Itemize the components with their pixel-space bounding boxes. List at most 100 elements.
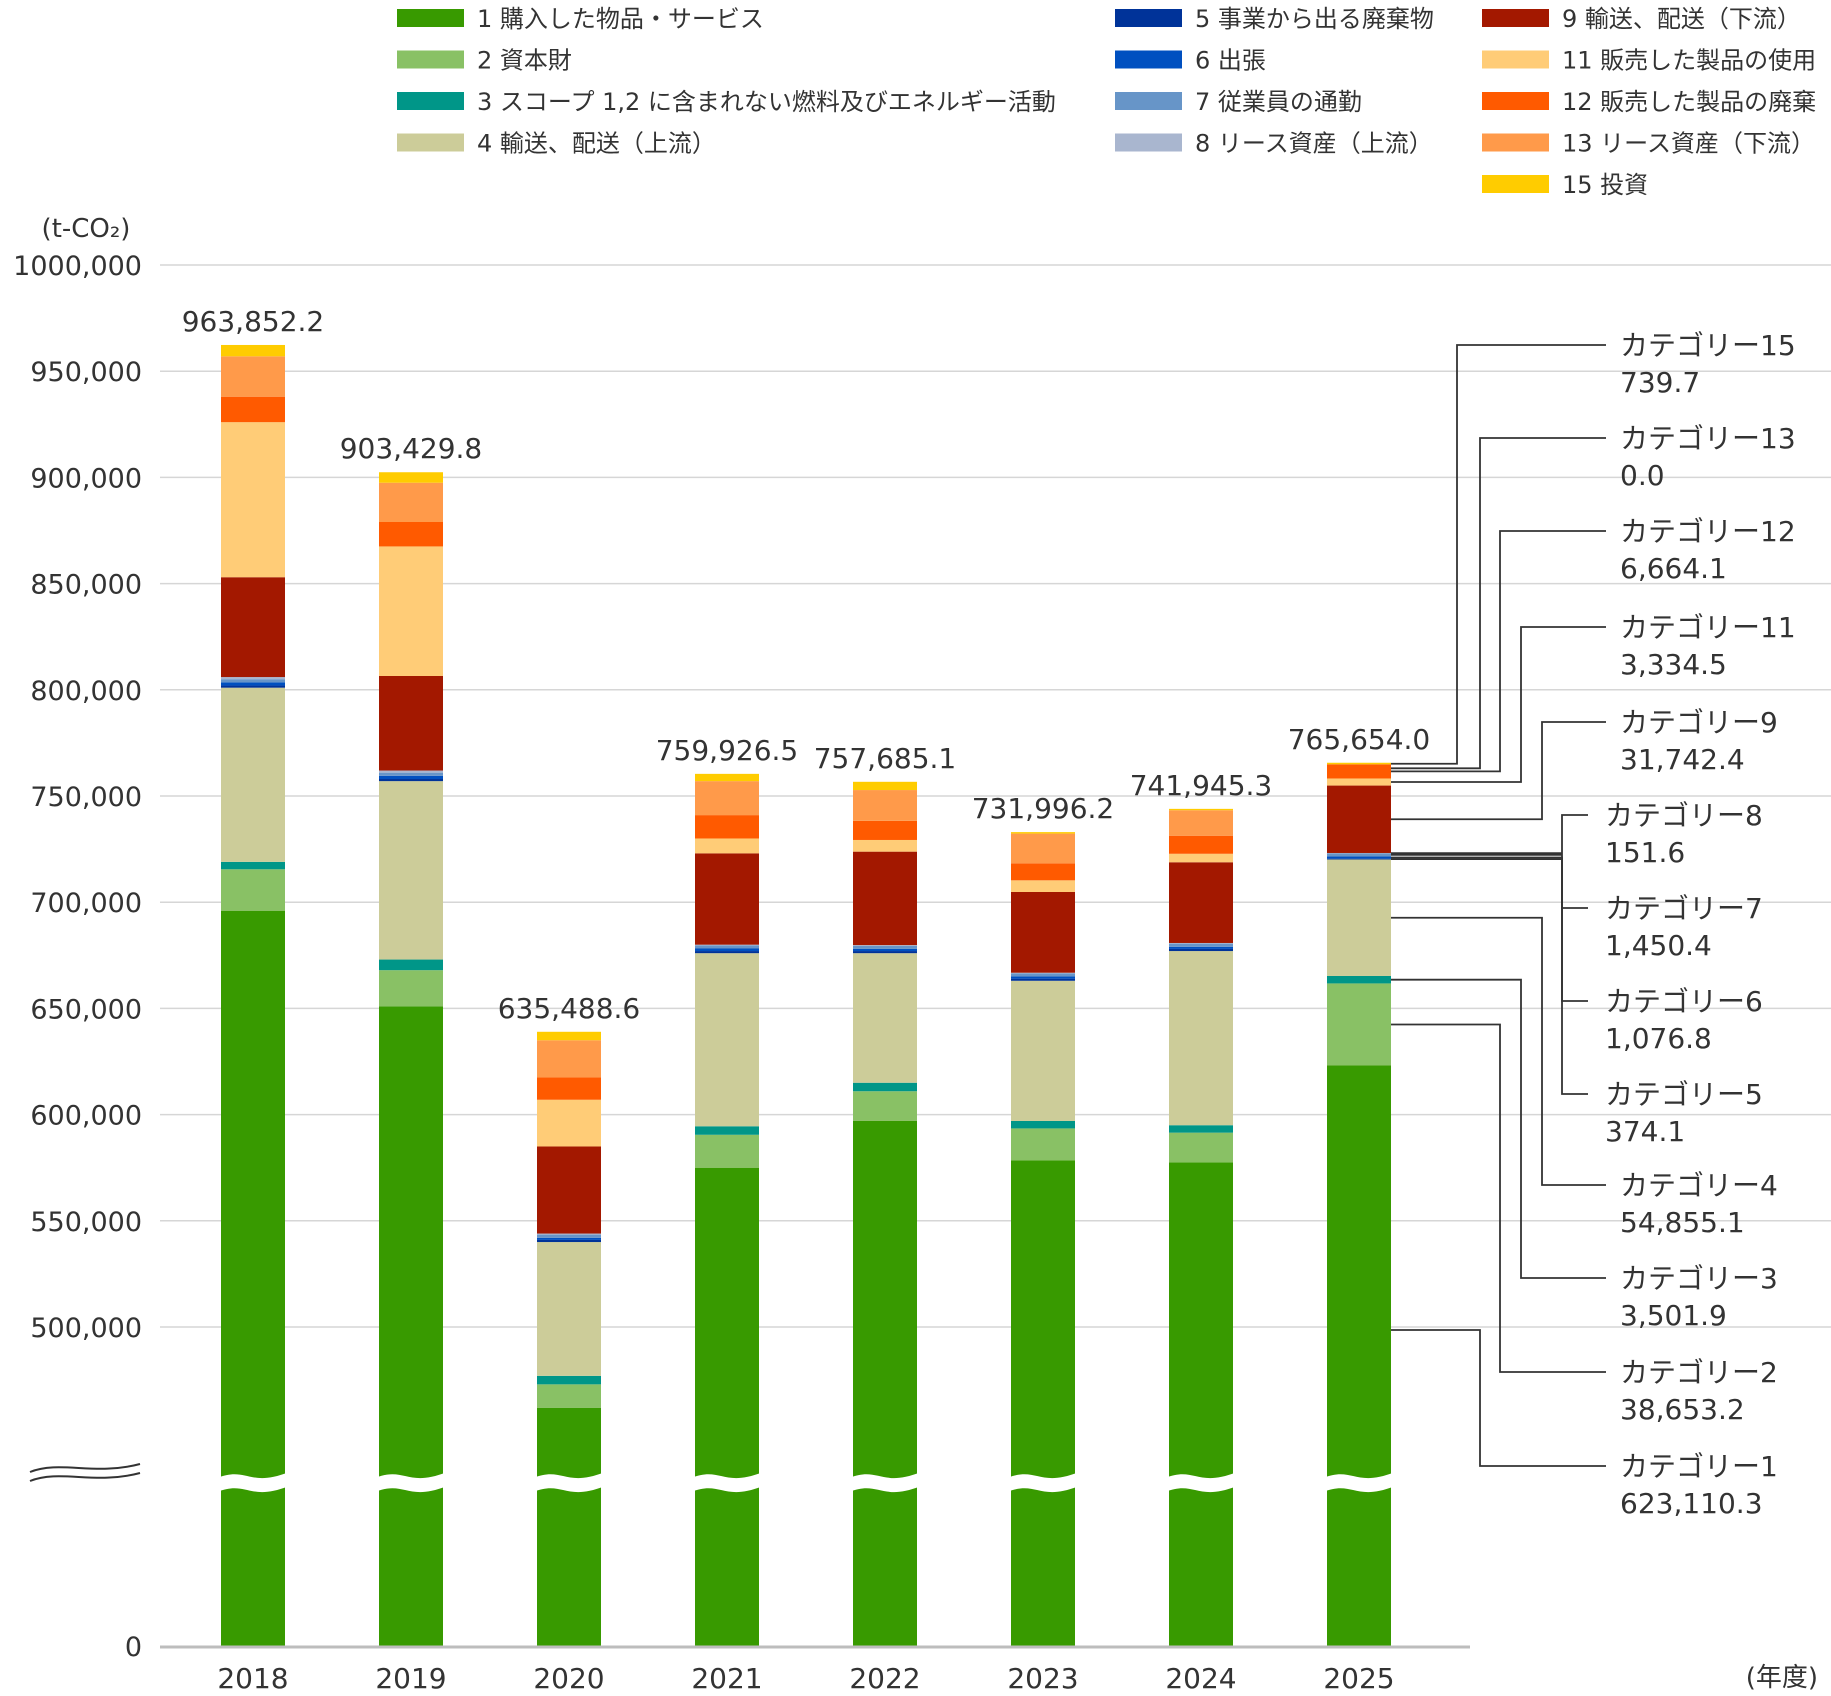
bar-segment-c3-2024 [1169,1125,1233,1133]
y-unit-label: (t-CO₂) [42,214,131,244]
y-tick-label: 850,000 [30,570,142,601]
bar-segment-c11-2019 [379,546,443,676]
bar-segment-c8-2024 [1169,942,1233,944]
callout-leader-c1 [1391,1329,1606,1467]
callout-value-c6: 1,076.8 [1605,1022,1712,1055]
axis-break-gap [1007,1472,1079,1493]
callout-value-c5: 374.1 [1605,1115,1685,1148]
axis-break-gap [217,1472,289,1493]
bar-segment-c13-2018 [221,356,285,397]
legend-swatch-c5 [1115,9,1182,27]
legend-label-c5: 5 事業から出る廃棄物 [1195,5,1434,33]
callouts: カテゴリー15 739.7 カテゴリー13 0.0 カテゴリー12 6,664.1 カテゴリ… [1391,329,1796,1520]
x-tick-label: 2018 [217,1662,288,1695]
axis-break-gap [691,1472,763,1493]
bar-segment-c12-2018 [221,396,285,423]
axis-break-mark [29,1463,141,1473]
bar-total-label: 731,996.2 [972,792,1115,825]
y-tick-label: 900,000 [30,463,142,494]
bar-segment-c15-2018 [221,344,285,357]
bar-segment-c7-2025 [1327,853,1391,857]
bar-segment-c15-2024 [1169,808,1233,811]
callout-leader-c8 [1391,814,1588,855]
callout-leader-c12 [1391,530,1606,773]
callout-value-c4: 54,855.1 [1620,1206,1745,1239]
bar-segment-c15-2019 [379,472,443,483]
axis-break-gap [849,1472,921,1493]
legend-swatch-c9 [1482,9,1549,27]
callout-label-c1: カテゴリー1 [1620,1450,1778,1483]
legend-label-c11: 11 販売した製品の使用 [1562,47,1816,75]
bar-segment-c6-2018 [221,682,285,686]
bar-segment-c1-2021 [695,1167,759,1646]
callout-value-c2: 38,653.2 [1620,1393,1745,1426]
legend-swatch-c12 [1482,92,1549,110]
bar-segment-c5-2018 [221,685,285,688]
bar-total-label: 903,429.8 [340,432,483,465]
legend-swatch-c8 [1115,133,1182,152]
legend-label-c3: 3 スコープ 1,2 に含まれない燃料及びエネルギー活動 [477,88,1056,116]
bar-segment-c3-2020 [537,1375,601,1385]
y-tick-label: 800,000 [30,676,142,707]
bar-segment-c7-2024 [1169,943,1233,947]
axis-break-mark [29,1472,141,1482]
legend-label-c6: 6 出張 [1195,47,1266,75]
y-tick-label: 500,000 [30,1313,142,1344]
bar-segment-c2-2019 [379,970,443,1007]
bar-segment-c1-2020 [537,1407,601,1646]
bar-segment-c4-2025 [1327,859,1391,976]
y-tick-label: 1000,000 [13,251,142,282]
axes: 1000,000 950,000 900,000 850,000 800,000 750,… [13,214,1818,1695]
bar-segment-c12-2024 [1169,835,1233,854]
legend-label-c9: 9 輸送、配送（下流） [1562,5,1801,33]
bar-segment-c4-2021 [695,953,759,1127]
x-tick-label: 2021 [691,1662,762,1695]
bar-segment-c4-2019 [379,781,443,960]
legend-swatch-c2 [397,50,464,69]
bar-segment-c6-2025 [1327,856,1391,859]
bar-segment-c9-2022 [853,851,917,946]
bar-segment-c12-2020 [537,1077,601,1100]
legend-swatch-c7 [1115,92,1182,110]
callout-label-c3: カテゴリー3 [1620,1262,1778,1295]
callout-label-c5: カテゴリー5 [1605,1078,1763,1111]
callout-value-c13: 0.0 [1620,459,1665,492]
bar-segment-c13-2021 [695,781,759,816]
y-tick-label: 750,000 [30,782,142,813]
bar-segment-c2-2023 [1011,1128,1075,1161]
bar-segment-c5-2024 [1169,948,1233,952]
bar-segment-c8-2025 [1327,852,1391,854]
callout-value-c11: 3,334.5 [1620,648,1727,681]
bar-segment-c8-2022 [853,945,917,946]
bar-segment-c5-2019 [379,779,443,782]
bar-total-label: 757,685.1 [814,742,957,775]
callout-label-c15: カテゴリー15 [1620,329,1796,362]
callout-label-c11: カテゴリー11 [1620,611,1796,644]
callout-label-c9: カテゴリー9 [1620,706,1778,739]
axis-break-gap [533,1472,605,1493]
bar-segment-c4-2023 [1011,980,1075,1121]
x-tick-label: 2025 [1323,1662,1394,1695]
bar-segment-c5-2025 [1327,858,1391,860]
x-unit-label: (年度) [1746,1663,1818,1693]
callout-label-c7: カテゴリー7 [1605,892,1763,925]
axis-break-gap [375,1472,447,1493]
x-tick-label: 2023 [1007,1662,1078,1695]
bar-segment-c2-2018 [221,869,285,911]
bar-segment-c1-2018 [221,910,285,1646]
bar-segment-c5-2020 [537,1239,601,1243]
legend-label-c13: 13 リース資産（下流） [1562,130,1815,158]
bar-segment-c6-2022 [853,948,917,952]
legend-label-c1: 1 購入した物品・サービス [477,5,764,33]
bar-segment-c4-2020 [537,1242,601,1376]
bar-segment-c11-2025 [1327,778,1391,786]
bar-segment-c2-2020 [537,1384,601,1408]
bar-segment-c1-2024 [1169,1162,1233,1646]
callout-value-c9: 31,742.4 [1620,743,1745,776]
bar-segment-c12-2023 [1011,863,1075,881]
bar-segment-c9-2019 [379,675,443,771]
bar-segment-c8-2023 [1011,972,1075,974]
bar-segment-c3-2022 [853,1082,917,1092]
